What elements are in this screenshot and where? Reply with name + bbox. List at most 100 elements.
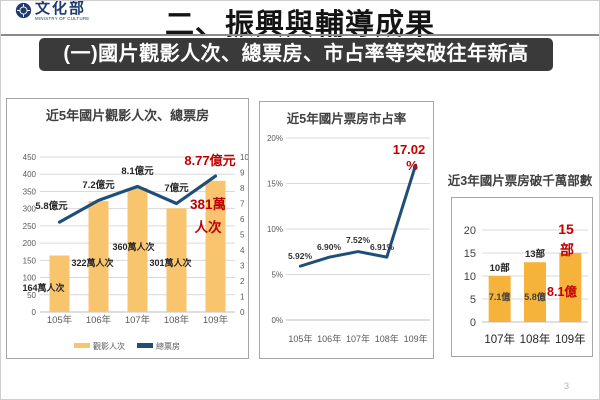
share-highlight-label: 17.02 — [393, 142, 426, 157]
count-label: 10部 — [490, 262, 511, 274]
chart2-canvas: 0% 5% 10% 15% 20% 5.92% 6.90% 7.52% 6.91% 17.02% 1… — [260, 102, 433, 358]
boxoffice-point-label: 7億元 — [164, 182, 189, 194]
y-left-tick: 100 — [23, 274, 37, 283]
ministry-emblem-icon — [15, 2, 32, 19]
film-count-bar — [488, 276, 511, 322]
y-right-tick: 9 — [240, 169, 245, 178]
y-tick: 15 — [464, 248, 476, 260]
y-tick: 20 — [464, 225, 476, 237]
combo-chart-svg: 0 50 100 150 200 250 300 350 400 450 0 1 2 3 4 5 6 7 8 9 10 1… — [22, 153, 248, 351]
attendance-bar-label: 301萬人次 — [149, 257, 191, 268]
y-right-tick: 0 — [240, 308, 245, 317]
attendance-bar-label: 164萬人次 — [22, 282, 64, 293]
y-tick: 0 — [470, 317, 476, 329]
y-left-tick: 200 — [23, 239, 37, 248]
attendance-bar — [88, 201, 109, 312]
boxoffice-point-label: 5.8億元 — [35, 200, 68, 212]
header-divider — [1, 34, 599, 36]
y-right-tick: 2 — [240, 277, 245, 286]
boxoffice-highlight-label: 8.77億元 — [184, 153, 235, 168]
chart3-title: 近3年國片票房破千萬部數 — [447, 174, 593, 188]
film-count-bar — [559, 253, 582, 322]
boxoffice-point-label: 8.1億元 — [121, 165, 154, 177]
x-tick: 107年 — [484, 332, 515, 346]
share-highlight-label: % — [406, 158, 418, 173]
y-tick: 5 — [470, 294, 476, 306]
x-tick: 107年 — [125, 314, 151, 326]
y-tick: 5% — [271, 271, 283, 280]
x-tick: 109年 — [404, 333, 428, 344]
market-share-line — [298, 163, 418, 268]
legend-swatch-attendance — [74, 343, 90, 348]
film-count-bar — [524, 262, 546, 322]
y-left-tick: 450 — [23, 153, 37, 162]
y-right-tick: 7 — [240, 200, 245, 209]
share-point-label: 6.90% — [317, 242, 342, 252]
attendance-highlight-label: 381萬 — [190, 196, 226, 212]
y-right-tick: 4 — [240, 246, 245, 255]
x-tick: 106年 — [317, 333, 341, 344]
logo-subtext: MINISTRY OF CULTURE — [35, 17, 90, 22]
attendance-bar-label: 322萬人次 — [71, 257, 113, 268]
revenue-highlight-label: 8.1億 — [547, 284, 577, 299]
logo-text: 文化部 — [35, 0, 87, 17]
revenue-label: 7.1億 — [489, 291, 511, 302]
count-highlight-label: 部 — [560, 242, 574, 258]
x-tick: 109年 — [555, 332, 586, 346]
chart-panel-market-share: 近5年國片票房市占率 0% 5% 10% 15% 20% 5.92% 6.90% 7.52% 6… — [259, 101, 434, 359]
slide-title: 二、振興與輔導成果 — [164, 9, 435, 41]
chart1-title: 近5年國片觀影人次、總票房 — [45, 108, 210, 123]
bar-chart-svg: 0 5 10 15 20 10部 13部 15 部 7.1億 5.8億 8.1億 107年 108年 109… — [464, 221, 588, 346]
y-tick: 10% — [267, 225, 283, 234]
y-tick: 20% — [267, 134, 283, 143]
x-tick: 109年 — [203, 314, 229, 326]
attendance-bar-label: 360萬人次 — [112, 241, 154, 252]
x-tick: 106年 — [86, 314, 112, 326]
x-tick: 108年 — [520, 332, 551, 346]
count-highlight-label: 15 — [558, 221, 574, 237]
share-point-label: 6.91% — [370, 242, 395, 252]
attendance-bar — [205, 180, 226, 312]
y-left-tick: 50 — [27, 291, 36, 300]
page-number: 3 — [563, 381, 569, 391]
y-left-tick: 300 — [23, 205, 37, 214]
chart1-canvas: 0 50 100 150 200 250 300 350 400 450 0 1 2 3 4 5 6 7 8 9 10 1… — [7, 99, 248, 358]
legend-label-attendance: 觀影人次 — [93, 341, 125, 351]
y-right-tick: 10 — [240, 153, 248, 162]
y-left-tick: 0 — [32, 308, 37, 317]
attendance-bar — [127, 188, 148, 312]
legend-swatch-boxoffice — [137, 343, 153, 348]
y-right-tick: 3 — [240, 262, 245, 271]
x-tick: 105年 — [288, 333, 312, 344]
y-tick: 15% — [267, 180, 283, 189]
chart-panel-film-count: 0 5 10 15 20 10部 13部 15 部 7.1億 5.8億 8.1億 107年 108年 109… — [451, 197, 593, 357]
ministry-logo: 文化部 MINISTRY OF CULTURE — [15, 1, 111, 23]
y-right-tick: 8 — [240, 184, 245, 193]
y-left-tick: 150 — [23, 256, 37, 265]
x-tick: 108年 — [375, 333, 399, 344]
y-left-tick: 250 — [23, 222, 37, 231]
y-tick: 0% — [271, 316, 283, 325]
share-point-label: 7.52% — [346, 235, 371, 245]
chart2-title: 近5年國片票房市占率 — [286, 112, 407, 126]
attendance-bar — [166, 208, 187, 312]
y-right-tick: 6 — [240, 215, 245, 224]
y-right-tick: 1 — [240, 293, 245, 302]
x-tick: 107年 — [346, 333, 370, 344]
boxoffice-line — [57, 174, 218, 224]
chart-panel-attendance-boxoffice: 近5年國片觀影人次、總票房 0 50 100 150 200 250 300 350 400 45… — [6, 98, 249, 359]
boxoffice-point-label: 7.2億元 — [82, 179, 115, 191]
count-label: 13部 — [525, 248, 546, 260]
attendance-bar — [49, 255, 70, 312]
chart3-canvas: 0 5 10 15 20 10部 13部 15 部 7.1億 5.8億 8.1億 107年 108年 109… — [452, 198, 592, 356]
y-tick: 10 — [464, 271, 476, 283]
share-point-label: 5.92% — [288, 251, 313, 261]
x-tick: 105年 — [47, 314, 73, 326]
y-right-tick: 5 — [240, 231, 245, 240]
section-banner: (一)國片觀影人次、總票房、市占率等突破往年新高 — [39, 38, 553, 71]
line-chart-svg: 0% 5% 10% 15% 20% 5.92% 6.90% 7.52%6.91% 17.02% 1… — [267, 134, 430, 344]
attendance-highlight-label: 人次 — [195, 219, 222, 235]
y-left-tick: 350 — [23, 187, 37, 196]
revenue-label: 5.8億 — [524, 291, 546, 302]
